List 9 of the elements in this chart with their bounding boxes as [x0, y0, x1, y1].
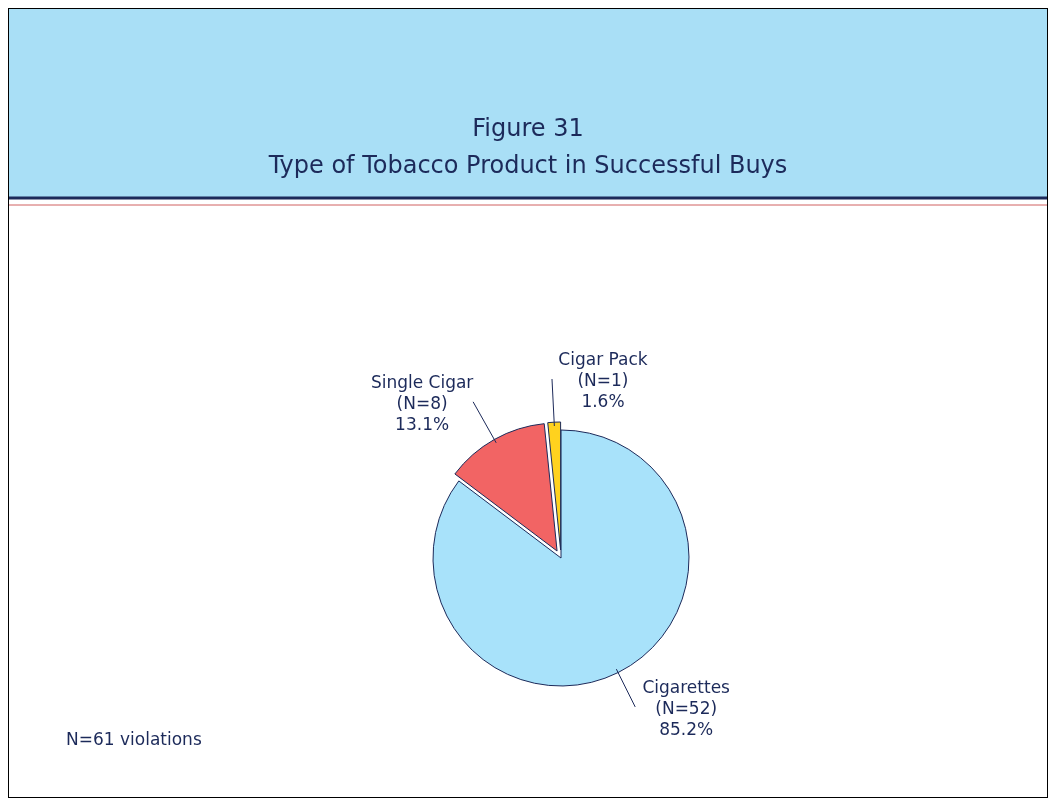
data-label: (N=52) 85.2%: [655, 697, 718, 739]
data-label: (N=8) 13.1%: [395, 392, 450, 434]
chart-title: Figure 31: [472, 114, 584, 142]
slice-label: Cigarettes: [642, 676, 731, 697]
data-label: (N=1) 1.6%: [577, 370, 629, 412]
slice-label: Cigar Pack: [558, 349, 648, 370]
text: N=61 violations: [66, 729, 202, 749]
chart-subtitle: Type of Tobacco Product in Successful Buys: [267, 151, 788, 179]
slice-label: Single Cigar: [370, 371, 474, 392]
